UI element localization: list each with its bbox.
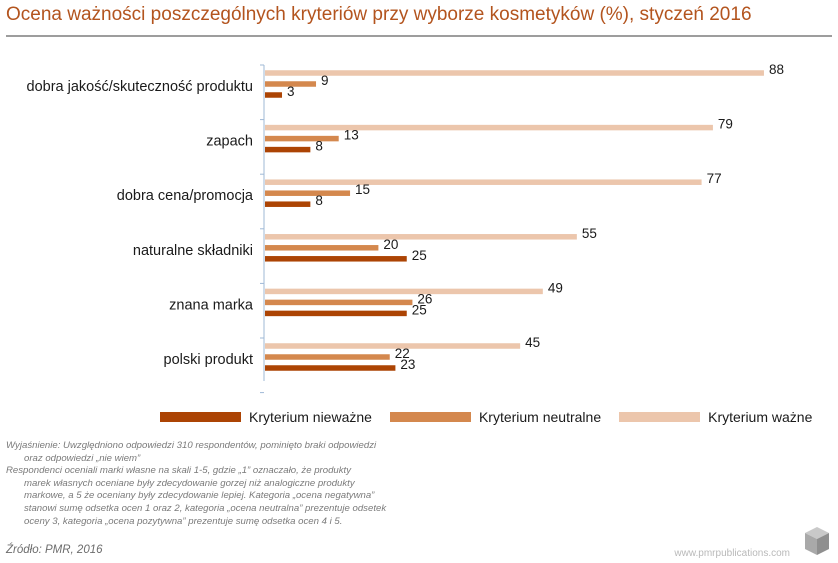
- value-label: 8: [315, 193, 323, 208]
- value-label: 77: [707, 171, 722, 186]
- value-label: 20: [383, 237, 398, 252]
- legend-label: Kryterium nieważne: [249, 409, 372, 425]
- note-line: oraz odpowiedzi „nie wiem”: [24, 452, 141, 464]
- bar-chart: dobra jakość/skuteczność produktu8893zap…: [27, 62, 784, 394]
- bar: [265, 234, 577, 240]
- chart-title: Ocena ważności poszczególnych kryteriów …: [6, 4, 752, 25]
- value-label: 55: [582, 226, 597, 241]
- value-label: 3: [287, 84, 295, 99]
- bar: [265, 124, 713, 131]
- note-line: marek własnych oceniane były zdecydowani…: [24, 477, 355, 489]
- note-line: Wyjaśnienie: Uwzględniono odpowiedzi 310…: [6, 440, 377, 451]
- value-label: 13: [344, 128, 359, 143]
- bar: [265, 354, 390, 360]
- website-link[interactable]: www.pmrpublications.com: [674, 548, 790, 559]
- value-label: 79: [718, 117, 733, 132]
- category-label: znana marka: [169, 297, 254, 313]
- bar: [265, 343, 521, 349]
- value-label: 49: [548, 280, 563, 295]
- bar: [265, 256, 407, 262]
- note-line: stanowi sumę odsetka ocen 1 oraz 2, kate…: [24, 502, 387, 514]
- value-label: 9: [321, 73, 329, 88]
- bar: [265, 365, 396, 371]
- bar: [265, 310, 407, 317]
- legend-swatch: [160, 412, 241, 422]
- category-label: zapach: [206, 134, 253, 150]
- legend-swatch: [619, 412, 701, 422]
- bar: [265, 190, 351, 196]
- cube-logo-icon: [805, 527, 829, 555]
- bar: [265, 179, 702, 185]
- value-label: 25: [412, 248, 427, 263]
- value-label: 26: [417, 291, 432, 306]
- bar: [265, 288, 543, 295]
- title-divider: [6, 35, 832, 37]
- legend-label: Kryterium neutralne: [478, 409, 602, 425]
- category-label: dobra jakość/skuteczność produktu: [27, 79, 254, 95]
- value-label: 45: [525, 335, 540, 350]
- bar: [265, 81, 317, 87]
- legend: Kryterium nieważne Kryterium neutralne K…: [160, 409, 830, 425]
- category-label: dobra cena/promocja: [117, 188, 254, 204]
- value-label: 88: [769, 62, 784, 77]
- value-label: 25: [412, 302, 427, 317]
- explanation-note: Wyjaśnienie: Uwzględniono odpowiedzi 310…: [6, 440, 426, 528]
- bar: [265, 299, 413, 306]
- value-label: 15: [355, 182, 370, 197]
- category-label: polski produkt: [164, 352, 253, 368]
- bar: [265, 146, 311, 153]
- note-line: markowe, a 5 że oceniany były zdecydowan…: [24, 490, 375, 502]
- category-label: naturalne składniki: [133, 243, 253, 259]
- bar: [265, 201, 311, 207]
- source-note: Źródło: PMR, 2016: [6, 544, 103, 556]
- legend-label: Kryterium ważne: [708, 409, 813, 425]
- bar: [265, 70, 764, 76]
- legend-item-neutralne: Kryterium neutralne: [389, 409, 602, 425]
- note-line: Respondenci oceniali marki własne na ska…: [6, 465, 352, 477]
- legend-swatch: [389, 412, 471, 422]
- note-line: oceny 3, kategoria „ocena pozytywna” pre…: [24, 515, 343, 527]
- legend-item-niewazne: Kryterium nieważne: [160, 409, 372, 425]
- value-label: 23: [400, 357, 415, 372]
- bar: [265, 92, 283, 98]
- value-label: 22: [395, 346, 410, 361]
- bar: [265, 135, 339, 142]
- legend-item-wazne: Kryterium ważne: [619, 409, 812, 425]
- bar: [265, 245, 379, 251]
- value-label: 8: [315, 139, 323, 154]
